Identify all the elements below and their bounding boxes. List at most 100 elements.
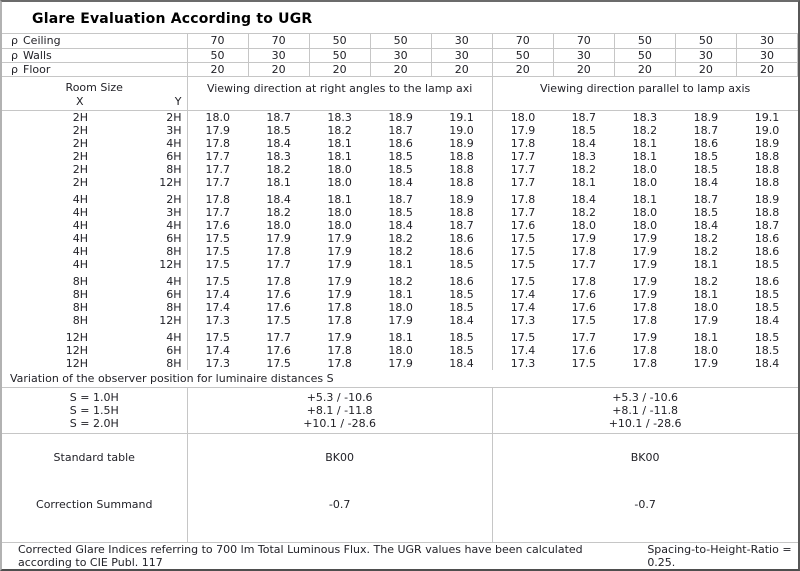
ugr-value: 18.6 [431, 231, 493, 245]
ugr-value: 18.6 [431, 244, 493, 258]
reflectance-value: 50 [675, 34, 737, 49]
room-size-x: 2H [72, 123, 88, 137]
ugr-value: 17.7 [510, 149, 536, 163]
ugr-value: 18.3 [266, 149, 291, 163]
ugr-value: 18.5 [693, 149, 719, 163]
ugr-value: 18.7 [431, 218, 493, 232]
ugr-value: 18.0 [571, 218, 597, 232]
ugr-value: 17.7 [571, 330, 597, 344]
ugr-value: 18.6 [754, 231, 780, 245]
room-size-y: 8H [92, 162, 188, 176]
reflectance-row: ρ Walls 50 30 50 30 30 50 30 50 30 30 [2, 48, 798, 63]
room-size-x: 2H [72, 162, 88, 176]
ugr-value: 18.0 [327, 175, 352, 189]
ugr-value: 18.0 [388, 343, 413, 357]
ugr-value: 19.1 [754, 110, 780, 124]
ugr-value: 18.9 [431, 192, 493, 206]
ugr-value: 17.8 [327, 343, 352, 357]
ugr-value: 17.5 [571, 356, 597, 370]
room-size-y: 4H [92, 136, 188, 150]
ugr-value: 17.8 [632, 300, 658, 314]
ugr-value: 17.6 [266, 287, 291, 301]
ugr-table-row: 12H 8H 17.3 17.5 17.8 17.9 18.4 17.3 17.5 17.8 17.… [2, 356, 798, 370]
ugr-value: 17.5 [205, 231, 231, 245]
room-size-header: Room Size X Y [2, 76, 188, 111]
s-value: +8.1 / -11.8 [612, 404, 679, 417]
ugr-value: 17.5 [510, 231, 536, 245]
ugr-table-row: 2H 4H 17.8 18.4 18.1 18.6 18.9 17.8 18.4 18.1 18.6… [2, 136, 798, 150]
ugr-value: 18.0 [388, 300, 413, 314]
ugr-table-row: 4H 6H 17.5 17.9 17.9 18.2 18.6 17.5 17.9 17.9 18.2… [2, 231, 798, 245]
ugr-value: 19.1 [431, 110, 493, 124]
group-spacer-row [2, 326, 798, 331]
ugr-value: 18.8 [754, 205, 780, 219]
ugr-value: 18.0 [510, 110, 536, 124]
ugr-value: 18.5 [754, 300, 780, 314]
room-size-y: 8H [92, 356, 188, 370]
ugr-value: 18.8 [754, 175, 780, 189]
ugr-value: 18.1 [388, 330, 413, 344]
ugr-value: 17.4 [510, 287, 536, 301]
ugr-value: 17.7 [266, 257, 291, 271]
ugr-value: 17.9 [510, 123, 536, 137]
summary-section: Variation of the observer position for l… [2, 369, 798, 543]
ugr-value: 19.0 [431, 123, 493, 137]
ugr-value: 18.5 [754, 343, 780, 357]
ugr-value: 18.7 [266, 110, 291, 124]
page-title: Glare Evaluation According to UGR [2, 2, 798, 34]
group-spacer-row [2, 270, 798, 275]
standard-table-label: Standard table [2, 433, 188, 482]
ugr-value: 17.5 [510, 330, 536, 344]
spacing-to-height-ratio: Spacing-to-Height-Ratio = 0.25. [647, 543, 792, 569]
s-values-left-block: +5.3 / -10.6 +8.1 / -11.8 +10.1 / -28.6 [187, 387, 493, 434]
standard-table-row: Standard table BK00 BK00 [2, 433, 798, 482]
reflectance-value: 30 [553, 48, 615, 63]
ugr-value: 18.5 [431, 343, 493, 357]
ugr-value: 17.5 [266, 313, 291, 327]
ugr-value: 18.4 [754, 313, 780, 327]
room-size-x: 8H [72, 274, 88, 288]
ugr-value: 17.9 [327, 244, 352, 258]
ugr-value: 17.9 [388, 313, 413, 327]
ugr-value: 17.9 [327, 330, 352, 344]
ugr-value: 18.2 [266, 162, 291, 176]
reflectance-value: 20 [553, 62, 615, 77]
room-size-x: 2H [72, 110, 88, 124]
reflectance-value: 20 [309, 62, 371, 77]
ugr-table-row: 8H 12H 17.3 17.5 17.8 17.9 18.4 17.3 17.5 17.8 17.… [2, 313, 798, 327]
ugr-value: 18.5 [754, 330, 780, 344]
ugr-value: 17.9 [327, 231, 352, 245]
rho-symbol: ρ [11, 62, 18, 76]
room-size-y: 8H [92, 300, 188, 314]
ugr-value: 17.8 [510, 192, 536, 206]
ugr-value: 17.6 [510, 218, 536, 232]
ugr-value: 17.8 [632, 313, 658, 327]
room-size-y: 6H [92, 287, 188, 301]
reflectance-value: 50 [309, 48, 371, 63]
y-column-label: Y [174, 94, 182, 108]
ugr-value: 18.1 [266, 175, 291, 189]
ugr-value: 18.9 [693, 110, 719, 124]
ugr-value: 18.2 [693, 231, 719, 245]
ugr-value: 18.7 [754, 218, 780, 232]
s-value: +5.3 / -10.6 [612, 391, 679, 404]
ugr-value: 18.1 [327, 192, 352, 206]
ugr-value: 18.2 [388, 231, 413, 245]
reflectance-value: 50 [492, 48, 554, 63]
ugr-table-row: 2H 2H 18.0 18.7 18.3 18.9 19.1 18.0 18.7 18.3 18.9… [2, 110, 798, 124]
ugr-value: 17.8 [632, 356, 658, 370]
ugr-value: 18.9 [754, 136, 780, 150]
ugr-value: 18.0 [632, 205, 658, 219]
ugr-value: 18.3 [632, 110, 658, 124]
ugr-value: 17.8 [571, 244, 597, 258]
ugr-value: 17.7 [205, 162, 231, 176]
filler-row [2, 527, 798, 543]
ugr-table-row: 12H 6H 17.4 17.6 17.8 18.0 18.5 17.4 17.6 17.8 18.… [2, 343, 798, 357]
left-block-header: Viewing direction at right angles to the… [187, 76, 493, 111]
ugr-value: 18.5 [388, 149, 413, 163]
ugr-value: 17.6 [571, 343, 597, 357]
ugr-table-row: 4H 12H 17.5 17.7 17.9 18.1 18.5 17.5 17.7 17.9 18.… [2, 257, 798, 271]
ugr-table-row: 2H 12H 17.7 18.1 18.0 18.4 18.8 17.7 18.1 18.0 18.… [2, 175, 798, 189]
room-size-y: 6H [92, 343, 188, 357]
x-column-label: X [76, 94, 84, 108]
